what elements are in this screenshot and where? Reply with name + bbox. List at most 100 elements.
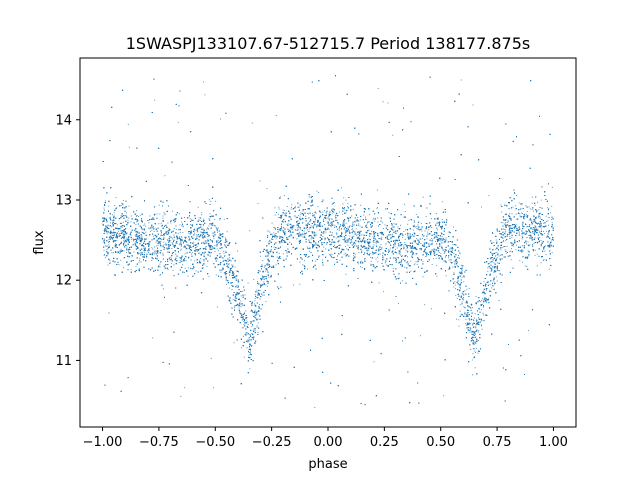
data-point [335,217,337,219]
data-point [505,240,507,242]
data-point [376,206,378,208]
data-point [343,197,345,199]
data-point [177,122,179,124]
data-point [279,229,280,231]
data-point [267,252,269,254]
data-point [339,259,341,261]
data-point [206,228,208,230]
data-point [308,213,310,215]
data-point [206,242,208,244]
data-point [338,227,340,229]
data-point [266,188,268,190]
data-point [133,239,135,241]
data-point [272,251,274,253]
data-point [510,259,512,261]
data-point [180,395,182,397]
data-point [186,244,188,246]
data-point [283,231,285,233]
data-point [342,203,344,205]
data-point [504,231,506,233]
data-point [546,230,548,232]
data-point [135,265,137,267]
data-point [251,345,253,346]
data-point [465,323,466,325]
data-point [210,357,212,359]
data-point [413,240,415,242]
data-point [232,298,234,300]
data-point [326,213,327,215]
data-point [400,248,402,250]
data-point [171,263,173,265]
data-point [418,241,420,243]
data-point [354,253,356,255]
data-point [175,228,177,230]
data-point [345,241,347,243]
data-point [328,218,330,220]
data-point [291,235,293,237]
data-point [493,279,495,280]
data-point [315,217,317,219]
data-point [163,244,165,246]
data-point [503,228,505,230]
data-point [361,267,363,268]
data-point [183,246,185,248]
data-point [212,234,214,236]
data-point [468,329,470,331]
data-point [458,325,460,327]
data-point [111,252,113,254]
data-point [193,241,195,243]
data-point [547,220,549,222]
data-point [511,224,513,226]
data-point [540,199,542,201]
data-point [111,214,113,216]
data-point [407,250,409,252]
data-point [277,213,279,215]
data-point [234,266,236,268]
data-point [363,240,365,242]
data-point [416,252,418,254]
data-point [171,242,173,244]
data-point [524,215,526,217]
data-point [173,221,175,223]
data-point [422,261,424,263]
data-point [209,213,211,215]
data-point [521,235,523,237]
data-point [104,231,105,233]
data-point [402,237,404,239]
data-point [206,246,208,248]
data-point [509,230,511,232]
data-point [133,251,135,253]
data-point [529,208,531,210]
data-point [259,270,261,272]
data-point [527,225,528,227]
data-point [154,251,156,253]
data-point [441,201,443,203]
data-point [130,268,132,270]
data-point [123,199,124,201]
data-point [342,238,344,240]
data-point [526,211,528,212]
data-point [230,269,231,271]
data-point [207,238,209,240]
data-point [389,247,391,249]
data-point [142,252,143,254]
data-point [453,226,454,228]
data-point [345,212,347,214]
data-point [238,271,240,273]
data-point [221,269,223,271]
data-point [236,284,238,286]
data-point [218,250,219,252]
data-point [489,274,491,276]
data-point [241,319,243,321]
data-point [382,101,384,103]
data-point [370,260,372,262]
data-point [303,235,305,237]
data-point [490,290,492,292]
data-point [126,261,128,263]
data-point [181,225,183,227]
data-point [357,248,359,250]
data-point [111,220,113,222]
data-point [472,104,474,106]
data-point [266,270,268,272]
